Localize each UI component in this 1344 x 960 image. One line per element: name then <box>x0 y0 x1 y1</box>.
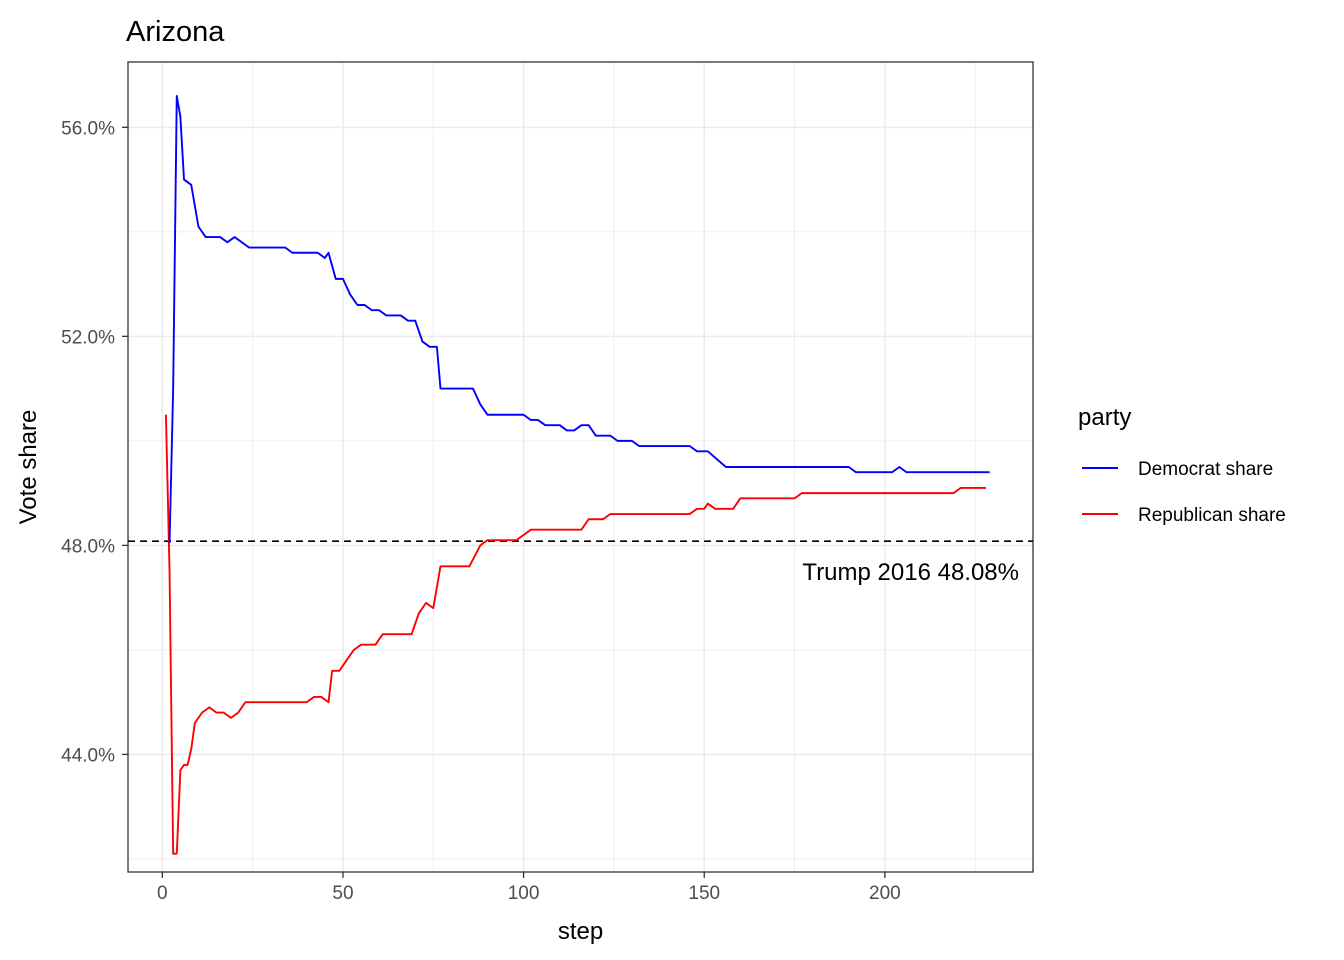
y-axis: 44.0% 48.0% 52.0% 56.0% <box>61 118 128 766</box>
legend-label: Republican share <box>1138 505 1286 526</box>
chart-title: Arizona <box>126 16 225 48</box>
reference-line-label: Trump 2016 48.08% <box>802 559 1019 586</box>
legend-title: party <box>1078 404 1131 431</box>
y-tick-label: 44.0% <box>61 745 115 766</box>
x-tick-label: 100 <box>508 883 540 904</box>
x-tick-label: 150 <box>688 883 720 904</box>
legend-label: Democrat share <box>1138 459 1273 480</box>
x-axis-title: step <box>558 918 603 945</box>
series-group <box>164 95 990 855</box>
x-axis: 0 50 100 150 200 <box>157 872 901 904</box>
x-tick-label: 50 <box>332 883 353 904</box>
y-tick-label: 52.0% <box>61 327 115 348</box>
grid <box>128 62 1033 872</box>
series-line-republican-share <box>164 414 987 855</box>
y-tick-label: 48.0% <box>61 536 115 557</box>
y-tick-label: 56.0% <box>61 118 115 139</box>
x-tick-label: 0 <box>157 883 168 904</box>
x-tick-label: 200 <box>869 883 901 904</box>
legend: party Democrat share Republican share <box>1078 404 1286 526</box>
y-axis-title: Vote share <box>15 410 42 525</box>
series-line-democrat-share <box>168 95 990 543</box>
plot-panel-border <box>127 61 1034 873</box>
